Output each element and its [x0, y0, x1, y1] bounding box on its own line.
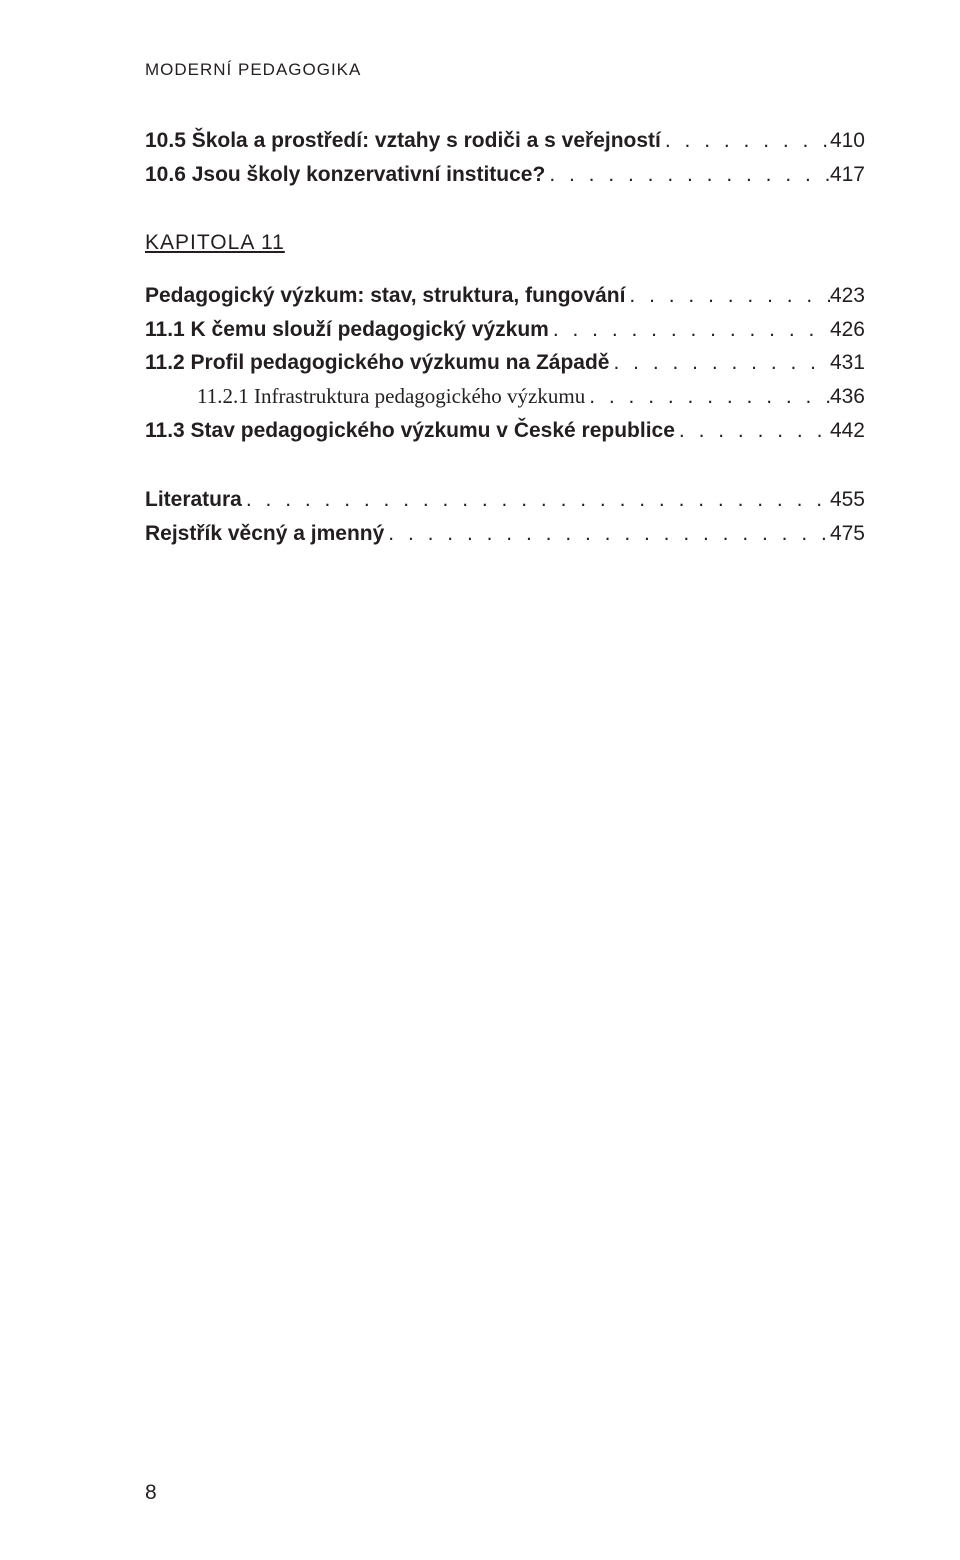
toc-leaders	[609, 346, 829, 380]
toc-entry: 11.1 K čemu slouží pedagogický výzkum 426	[145, 313, 865, 347]
toc-leaders	[675, 414, 830, 448]
toc-entry-page: 410	[830, 124, 865, 158]
toc-entry-label: 10.6 Jsou školy konzervativní instituce?	[145, 158, 545, 192]
toc-entry-page: 423	[830, 279, 865, 313]
toc-entry: 10.6 Jsou školy konzervativní instituce?…	[145, 158, 865, 192]
toc-entry-page: 455	[830, 483, 865, 517]
page-number: 8	[145, 1481, 157, 1505]
toc-entry-page: 431	[830, 346, 865, 380]
toc-entry: Rejstřík věcný a jmenný 475	[145, 517, 865, 551]
toc-entry: Literatura 455	[145, 483, 865, 517]
toc-entry: 11.3 Stav pedagogického výzkumu v České …	[145, 414, 865, 448]
toc-entry-label: Pedagogický výzkum: stav, struktura, fun…	[145, 279, 625, 313]
toc-entry-page: 475	[830, 517, 865, 551]
toc-leaders	[549, 313, 830, 347]
page: MODERNÍ PEDAGOGIKA 10.5 Škola a prostřed…	[0, 0, 960, 1560]
toc-leaders	[545, 158, 830, 192]
toc-entry-label: 10.5 Škola a prostředí: vztahy s rodiči …	[145, 124, 661, 158]
toc-entry-label: 11.2.1 Infrastruktura pedagogického výzk…	[197, 380, 585, 414]
table-of-contents: 10.5 Škola a prostředí: vztahy s rodiči …	[145, 124, 865, 550]
toc-leaders	[242, 483, 830, 517]
toc-entry-label: 11.2 Profil pedagogického výzkumu na Záp…	[145, 346, 609, 380]
toc-entry: 10.5 Škola a prostředí: vztahy s rodiči …	[145, 124, 865, 158]
toc-entry-label: 11.3 Stav pedagogického výzkumu v České …	[145, 414, 675, 448]
toc-entry-page: 417	[830, 158, 865, 192]
toc-leaders	[384, 517, 830, 551]
toc-leaders	[625, 279, 830, 313]
toc-entry-page: 436	[830, 380, 865, 414]
chapter-heading: KAPITOLA 11	[145, 231, 865, 255]
toc-entry-label: Literatura	[145, 483, 242, 517]
toc-leaders	[661, 124, 830, 158]
toc-entry-page: 426	[830, 313, 865, 347]
toc-entry-label: Rejstřík věcný a jmenný	[145, 517, 384, 551]
toc-entry-page: 442	[830, 414, 865, 448]
running-head: MODERNÍ PEDAGOGIKA	[145, 60, 865, 80]
toc-leaders	[585, 380, 830, 414]
toc-entry: Pedagogický výzkum: stav, struktura, fun…	[145, 279, 865, 313]
toc-entry: 11.2 Profil pedagogického výzkumu na Záp…	[145, 346, 865, 380]
toc-entry: 11.2.1 Infrastruktura pedagogického výzk…	[145, 380, 865, 414]
toc-entry-label: 11.1 K čemu slouží pedagogický výzkum	[145, 313, 549, 347]
